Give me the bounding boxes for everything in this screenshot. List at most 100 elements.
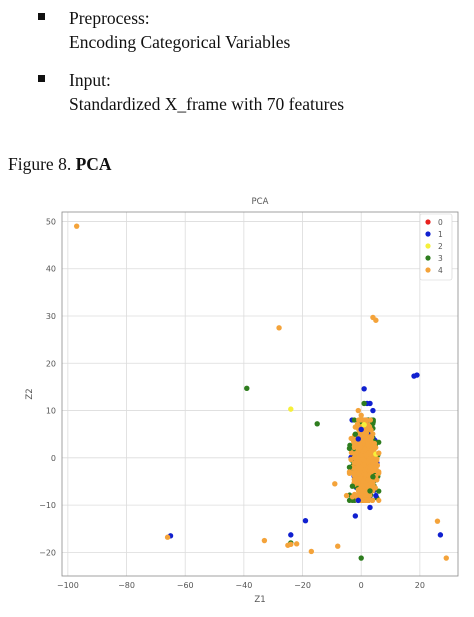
y-tick-label: 40 bbox=[46, 265, 56, 274]
y-tick-label: 30 bbox=[46, 312, 56, 321]
y-axis-label: Z2 bbox=[25, 388, 35, 399]
legend-label-series-3: 3 bbox=[438, 254, 443, 263]
plot-frame bbox=[61, 211, 459, 577]
scatter-point-series-2 bbox=[361, 422, 367, 428]
cluster-point-series-4 bbox=[353, 493, 359, 499]
scatter-point-series-4 bbox=[261, 537, 268, 544]
legend-label-series-4: 4 bbox=[438, 266, 443, 275]
cluster-point-series-4 bbox=[361, 462, 367, 468]
scatter-point-series-3 bbox=[361, 400, 367, 407]
scatter-point-series-1 bbox=[437, 532, 444, 538]
scatter-point-series-3 bbox=[370, 474, 376, 480]
x-tick-label: −100 bbox=[57, 581, 79, 590]
scatter-point-series-4 bbox=[443, 555, 449, 561]
caption-prefix: Figure 8. bbox=[8, 154, 76, 174]
cluster-point-series-4 bbox=[360, 478, 366, 485]
scatter-point-series-1 bbox=[361, 386, 367, 392]
cluster-point-series-4 bbox=[354, 450, 361, 456]
legend-marker-series-4 bbox=[425, 267, 431, 273]
scatter-point-series-1 bbox=[358, 426, 364, 433]
scatter-point-series-4 bbox=[343, 492, 350, 499]
y-tick-label: −10 bbox=[39, 501, 56, 510]
scatter-point-series-4 bbox=[373, 464, 379, 470]
cluster-point-series-3 bbox=[351, 417, 357, 423]
cluster-point-series-4 bbox=[360, 433, 367, 440]
scatter-point-series-1 bbox=[367, 400, 373, 407]
x-tick-label: −80 bbox=[118, 581, 135, 590]
cluster-point-series-4 bbox=[362, 467, 368, 473]
cluster-point-series-4 bbox=[368, 442, 374, 448]
cluster-point-series-4 bbox=[356, 471, 362, 477]
scatter-point-series-1 bbox=[355, 497, 361, 504]
scatter-point-series-4 bbox=[373, 317, 379, 323]
scatter-point-series-4 bbox=[276, 325, 282, 331]
scatter-point-series-3 bbox=[349, 483, 356, 489]
pca-figure: −100 −80 −60 −40 −20 0 20 −20 −10 0 10 20 30 40 50 PCA Z… bbox=[20, 190, 470, 610]
scatter-point-series-1 bbox=[352, 513, 359, 519]
scatter-point-series-1 bbox=[302, 517, 309, 524]
bullet-list: Preprocess: Encoding Categorical Variabl… bbox=[38, 6, 458, 130]
cluster-point-series-4 bbox=[351, 473, 358, 479]
bullet-marker bbox=[38, 13, 45, 20]
x-tick-label: 20 bbox=[415, 581, 425, 590]
scatter-point-series-4 bbox=[332, 481, 338, 487]
bullet-heading: Preprocess: bbox=[69, 8, 150, 28]
scatter-point-series-1 bbox=[373, 492, 379, 499]
cluster-point-series-4 bbox=[362, 417, 368, 423]
scatter-point-series-4 bbox=[434, 518, 441, 524]
cluster-point-series-4 bbox=[353, 478, 359, 484]
scatter-point-series-4 bbox=[358, 412, 364, 418]
bullet-detail: Encoding Categorical Variables bbox=[69, 32, 291, 52]
bullet-heading: Input: bbox=[69, 70, 111, 90]
cluster-point-series-4 bbox=[362, 471, 368, 477]
cluster-point-series-4 bbox=[366, 468, 372, 474]
y-tick-label: 10 bbox=[46, 407, 56, 416]
cluster-point-series-4 bbox=[370, 431, 376, 437]
chart-title: PCA bbox=[252, 197, 269, 207]
caption-name: PCA bbox=[75, 154, 112, 174]
scatter-point-series-4 bbox=[376, 450, 382, 456]
cluster-point-series-4 bbox=[357, 465, 364, 471]
x-tick-label: −60 bbox=[177, 581, 194, 590]
cluster-point-series-4 bbox=[367, 417, 374, 423]
scatter-point-series-3 bbox=[358, 555, 364, 561]
bullet-item-preprocess: Preprocess: Encoding Categorical Variabl… bbox=[38, 6, 458, 54]
cluster-point-series-4 bbox=[348, 450, 354, 456]
legend-marker-series-3 bbox=[425, 255, 431, 261]
cluster-point-series-4 bbox=[348, 435, 354, 442]
scatter-point-series-3 bbox=[367, 488, 373, 494]
scatter-point-series-3 bbox=[346, 464, 353, 470]
scatter-point-series-1 bbox=[288, 532, 294, 538]
legend-marker-series-0 bbox=[425, 219, 431, 225]
scatter-point-series-4 bbox=[285, 542, 291, 548]
scatter-point-series-4 bbox=[355, 407, 361, 414]
figure-caption: Figure 8. PCA bbox=[8, 152, 112, 176]
bullet-item-input: Input: Standardized X_frame with 70 feat… bbox=[38, 68, 458, 116]
scatter-point-series-4 bbox=[164, 534, 171, 540]
cluster-point-series-3 bbox=[376, 488, 382, 494]
bullet-detail: Standardized X_frame with 70 features bbox=[69, 94, 345, 114]
cluster-point-series-4 bbox=[376, 497, 382, 503]
cluster-point-series-4 bbox=[361, 457, 367, 463]
cluster-point-series-4 bbox=[365, 477, 371, 483]
plot-area-background bbox=[62, 212, 458, 576]
scatter-point-series-4 bbox=[335, 543, 341, 549]
cluster-point-series-4 bbox=[357, 441, 363, 448]
cluster-point-series-4 bbox=[376, 470, 382, 476]
y-tick-label: 20 bbox=[46, 359, 56, 368]
bullet-marker bbox=[38, 75, 45, 82]
cluster-point-series-4 bbox=[372, 485, 378, 491]
scatter-point-series-3 bbox=[346, 445, 353, 452]
scatter-point-series-1 bbox=[414, 372, 420, 378]
cluster-point-series-4 bbox=[365, 492, 371, 498]
cluster-point-series-4 bbox=[358, 452, 365, 458]
legend-marker-series-2 bbox=[425, 243, 431, 249]
legend-box bbox=[419, 213, 453, 281]
scatter-point-series-1 bbox=[367, 504, 373, 511]
x-tick-label: −20 bbox=[294, 581, 311, 590]
cluster-point-series-3 bbox=[376, 439, 382, 445]
scatter-point-series-3 bbox=[244, 385, 250, 392]
x-axis-label: Z1 bbox=[254, 595, 265, 605]
cluster-point-series-4 bbox=[365, 458, 371, 465]
scatter-point-series-3 bbox=[314, 421, 320, 427]
